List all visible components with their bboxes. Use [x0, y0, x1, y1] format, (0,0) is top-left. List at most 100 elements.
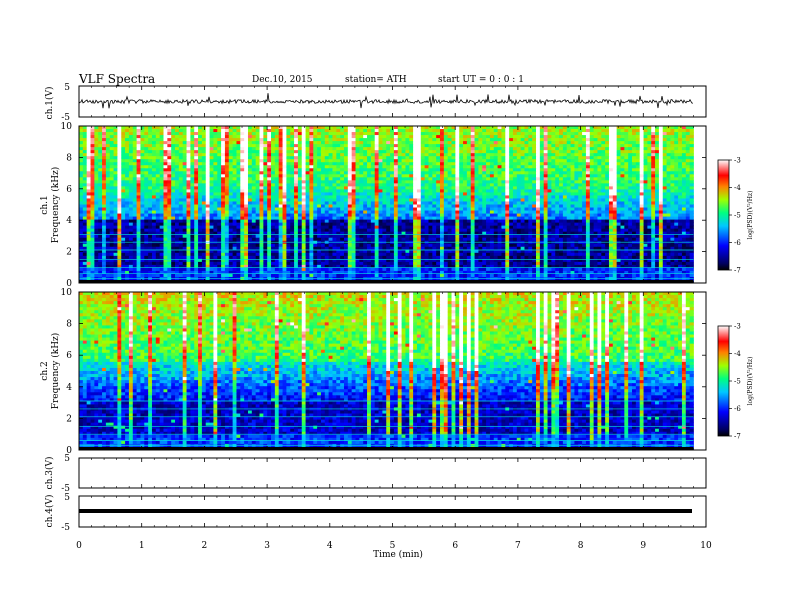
spectrogram-cell — [186, 201, 191, 205]
spectrogram-cell — [271, 141, 276, 145]
spectrogram-cell — [228, 204, 234, 208]
spectrogram-cell — [416, 201, 422, 205]
spectrogram-cell — [217, 162, 222, 166]
spectrogram-cell — [505, 204, 510, 208]
spectrogram-cell — [244, 150, 249, 154]
spectrogram-cell — [647, 186, 652, 190]
spectrogram-cell — [666, 144, 671, 148]
spectrogram-cell — [566, 204, 571, 208]
spectrogram-cell — [616, 129, 621, 133]
spectrogram-cell — [520, 198, 525, 202]
spectrogram-cell — [420, 189, 426, 193]
spectrogram-cell — [585, 204, 591, 208]
spectrogram-cell — [658, 189, 664, 193]
spectrogram-cell — [478, 156, 483, 160]
spectrogram-cell — [105, 216, 111, 220]
spectrogram-cell — [685, 186, 691, 190]
spectrogram-cell — [82, 162, 88, 166]
spectrogram-cell — [612, 141, 618, 145]
spectrogram-cell — [447, 159, 452, 163]
spectrogram-cell — [486, 189, 491, 193]
spectrogram-cell — [355, 177, 360, 181]
spectrogram-cell — [190, 195, 195, 199]
spectrogram-cell — [178, 126, 184, 130]
spectrogram-cell — [271, 150, 276, 154]
spectrogram-cell — [559, 186, 564, 190]
spectrogram-cell — [409, 135, 414, 139]
spectrogram-cell — [317, 180, 322, 184]
spectrogram-cell — [324, 168, 330, 172]
spectrogram-cell — [390, 165, 395, 169]
spectrogram-cell — [374, 183, 379, 187]
spectrogram-cell — [290, 147, 295, 151]
spectrogram-cell — [470, 132, 475, 136]
spectrogram-cell — [98, 159, 103, 163]
spectrogram-cell — [221, 138, 226, 142]
spectrogram-cell — [670, 204, 675, 208]
spectrogram-cell — [393, 147, 399, 151]
spectrogram-cell — [501, 165, 506, 169]
spectrogram-cell — [109, 144, 114, 148]
spectrogram-cell — [309, 204, 314, 208]
spectrogram-cell — [217, 141, 222, 145]
spectrogram-cell — [324, 216, 330, 220]
spectrogram-cell — [463, 168, 468, 172]
spectrogram-cell — [267, 204, 272, 208]
spectrogram-cell — [117, 183, 122, 187]
spectrogram-cell — [474, 216, 479, 220]
spectrogram-cell — [620, 198, 625, 202]
spectrogram-cell — [547, 144, 552, 148]
spectrogram-cell — [148, 189, 153, 193]
spectrogram-cell — [271, 126, 276, 130]
spectrogram-cell — [651, 144, 656, 148]
spectrogram-cell — [655, 129, 660, 133]
spectrogram-cell — [155, 201, 161, 205]
spectrogram-cell — [317, 198, 322, 202]
spectrogram-cell — [278, 147, 283, 151]
spectrogram-cell — [662, 171, 667, 175]
spectrogram-cell — [305, 192, 310, 196]
spectrogram-cell — [98, 207, 103, 211]
spectrogram-cell — [313, 201, 318, 205]
spectrogram-cell — [282, 165, 287, 169]
spectrogram-cell — [228, 201, 234, 205]
spectrogram-cell — [428, 138, 433, 142]
spectrogram-cell — [297, 201, 303, 205]
spectrogram-cell — [647, 216, 652, 220]
spectrogram-cell — [351, 195, 356, 199]
spectrogram-cell — [132, 216, 138, 220]
spectrogram-cell — [105, 198, 111, 202]
spectrogram-cell — [420, 180, 426, 184]
spectrogram-cell — [662, 207, 667, 211]
spectrogram-cell — [313, 156, 318, 160]
spectrogram-cell — [367, 153, 372, 157]
spectrogram-cell — [309, 150, 314, 154]
spectrogram-cell — [155, 216, 161, 220]
spectrogram-cell — [86, 132, 91, 136]
spectrogram-cell — [393, 144, 399, 148]
spectrogram-cell — [290, 162, 295, 166]
spectrogram-cell — [589, 213, 595, 217]
spectrogram-cell — [102, 165, 107, 169]
spectrogram-cell — [566, 177, 571, 181]
spectrogram-cell — [347, 198, 353, 202]
spectrogram-cell — [524, 162, 529, 166]
spectrogram-cell — [355, 201, 360, 205]
spectrogram-cell — [271, 135, 276, 139]
spectrogram-cell — [589, 147, 595, 151]
spectrogram-cell — [386, 159, 391, 163]
spectrogram-cell — [221, 204, 226, 208]
spectrogram-cell — [98, 156, 103, 160]
spectrogram-cell — [217, 189, 222, 193]
spectrogram-cell — [171, 165, 176, 169]
spectrogram-cell — [79, 183, 84, 187]
spectrogram-cell — [424, 189, 429, 193]
spectrogram-cell — [478, 183, 483, 187]
spectrogram-cell — [632, 162, 637, 166]
spectrogram-cell — [186, 177, 191, 181]
spectrogram-cell — [585, 174, 591, 178]
spectrogram-cell — [378, 147, 383, 151]
spectrogram-cell — [505, 135, 510, 139]
spectrogram-cell — [566, 210, 571, 214]
spectrogram-cell — [566, 198, 571, 202]
